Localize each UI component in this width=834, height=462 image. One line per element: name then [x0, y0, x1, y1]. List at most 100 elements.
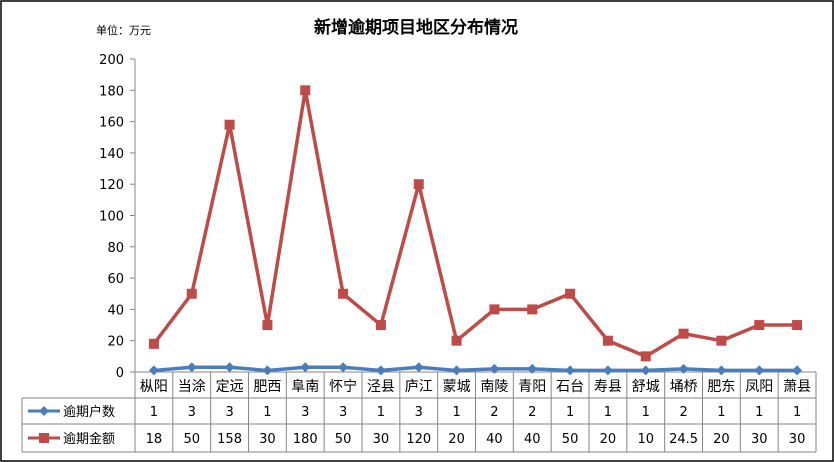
y-tick-label: 40	[107, 303, 124, 318]
series-line-square	[152, 88, 798, 359]
category-label: 怀宁	[329, 378, 357, 395]
table-value-cell: 50	[562, 432, 579, 447]
data-point-diamond	[300, 362, 311, 373]
table-value-cell: 40	[524, 432, 541, 447]
data-point-square	[375, 320, 386, 331]
table-value-cell: 1	[150, 405, 158, 420]
category-label: 萧县	[783, 379, 811, 395]
data-point-diamond	[754, 365, 765, 376]
category-label: 青阳	[518, 379, 546, 395]
category-label: 定远	[216, 379, 244, 395]
legend-label: 逾期户数	[63, 404, 115, 420]
y-tick-label: 160	[99, 116, 124, 131]
y-tick-label: 80	[107, 241, 124, 256]
y-tick-label: 120	[99, 178, 124, 193]
data-point-square	[262, 320, 273, 331]
table-value-cell: 1	[755, 405, 763, 420]
category-label: 南陵	[480, 379, 508, 395]
table-value-cell: 1	[717, 405, 725, 420]
table-value-cell: 1	[604, 405, 612, 420]
table-value-cell: 3	[339, 405, 347, 420]
data-point-diamond	[527, 363, 538, 374]
data-point-diamond	[451, 365, 462, 376]
y-tick-label: 0	[116, 366, 124, 381]
data-point-diamond	[338, 362, 349, 373]
table-value-cell: 3	[415, 405, 423, 420]
category-label: 庐江	[405, 379, 433, 395]
table-value-cell: 30	[789, 432, 806, 447]
data-point-square	[224, 119, 235, 130]
table-value-cell: 2	[679, 405, 687, 420]
category-label: 当涂	[178, 379, 206, 395]
data-point-diamond	[489, 363, 500, 374]
data-point-square	[451, 335, 462, 346]
category-label: 阜南	[291, 378, 319, 395]
y-tick-label: 20	[107, 335, 124, 350]
data-point-diamond	[792, 365, 803, 376]
data-point-square	[527, 304, 538, 315]
table-value-cell: 10	[637, 432, 654, 447]
category-label: 肥东	[707, 379, 735, 395]
data-point-square	[148, 338, 159, 349]
data-point-square	[754, 320, 765, 331]
table-value-cell: 30	[751, 432, 768, 447]
data-point-diamond	[716, 365, 727, 376]
chart-title: 新增逾期项目地区分布情况	[314, 17, 518, 38]
data-point-diamond	[262, 365, 273, 376]
category-label: 石台	[556, 379, 584, 395]
table-value-cell: 20	[448, 432, 465, 447]
y-tick-label: 60	[107, 272, 124, 287]
data-point-diamond	[224, 362, 235, 373]
legend-label: 逾期金额	[63, 431, 115, 447]
data-point-square	[338, 288, 349, 299]
y-tick-label: 140	[99, 147, 124, 162]
data-point-diamond	[413, 362, 424, 373]
category-label: 泾县	[367, 379, 395, 395]
table-value-cell: 40	[486, 432, 503, 447]
table-value-cell: 1	[793, 405, 801, 420]
data-point-square	[300, 85, 311, 96]
table-value-cell: 3	[225, 405, 233, 420]
unit-label: 单位：万元	[96, 23, 151, 37]
data-point-square	[678, 328, 689, 339]
table-value-cell: 30	[373, 432, 390, 447]
table-value-cell: 1	[566, 405, 574, 420]
table-value-cell: 158	[217, 432, 242, 447]
table-value-cell: 30	[259, 432, 276, 447]
table-value-cell: 3	[188, 405, 196, 420]
data-point-diamond	[602, 365, 613, 376]
data-point-square	[489, 304, 500, 315]
table-value-cell: 2	[490, 405, 498, 420]
data-point-square	[716, 335, 727, 346]
data-point-square	[413, 179, 424, 190]
data-point-diamond	[565, 365, 576, 376]
table-value-cell: 2	[528, 405, 536, 420]
data-point-square	[640, 351, 651, 362]
series-line-diamond	[153, 365, 798, 373]
y-tick-label: 200	[99, 53, 124, 68]
data-point-diamond	[640, 365, 651, 376]
y-tick-label: 100	[99, 210, 124, 225]
data-point-diamond	[148, 365, 159, 376]
table-value-cell: 18	[146, 432, 163, 447]
data-point-square	[602, 335, 613, 346]
table-value-cell: 50	[183, 432, 200, 447]
category-label: 枞阳	[140, 379, 168, 395]
table-value-cell: 20	[713, 432, 730, 447]
table-value-cell: 3	[301, 405, 309, 420]
table-value-cell: 180	[293, 432, 318, 447]
data-point-diamond	[186, 362, 197, 373]
table-value-cell: 20	[600, 432, 617, 447]
category-label: 埇桥	[670, 379, 698, 395]
data-point-square	[186, 288, 197, 299]
y-tick-label: 180	[99, 84, 124, 99]
table-value-cell: 1	[452, 405, 460, 420]
data-point-diamond	[375, 365, 386, 376]
category-label: 舒城	[632, 379, 660, 395]
category-label: 寿县	[594, 378, 622, 395]
table-value-cell: 1	[377, 405, 385, 420]
data-point-square	[565, 288, 576, 299]
